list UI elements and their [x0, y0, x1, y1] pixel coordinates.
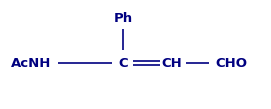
Text: AcNH: AcNH	[11, 57, 51, 70]
Text: Ph: Ph	[114, 12, 133, 25]
Text: CHO: CHO	[216, 57, 248, 70]
Text: C: C	[118, 57, 128, 70]
Text: CH: CH	[162, 57, 182, 70]
